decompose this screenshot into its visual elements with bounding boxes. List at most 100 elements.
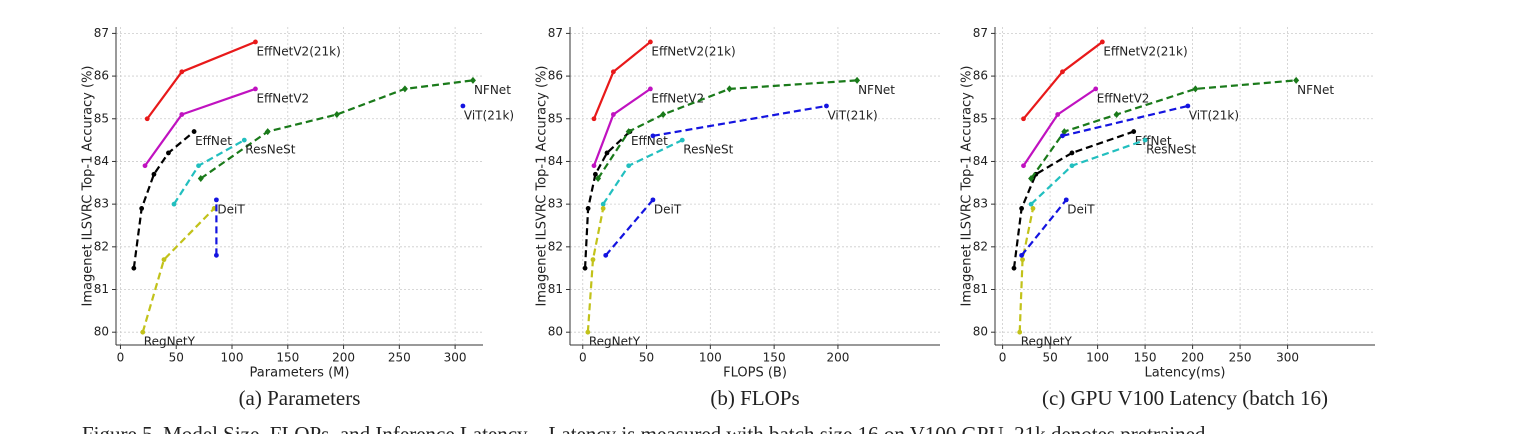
y-tick-label: 86	[548, 69, 563, 83]
marker	[1019, 252, 1024, 258]
series-label: EffNetV2	[1097, 91, 1150, 105]
marker	[1060, 133, 1065, 139]
marker	[585, 329, 591, 335]
marker	[1093, 86, 1099, 92]
marker	[191, 129, 197, 134]
y-tick-label: 80	[548, 325, 563, 339]
y-tick-label: 82	[94, 239, 109, 253]
marker	[604, 150, 610, 156]
marker	[824, 103, 829, 109]
marker	[1099, 39, 1105, 45]
series-label: RegNetY	[144, 335, 196, 349]
series-label: ViT(21k)	[1189, 108, 1239, 122]
marker	[139, 206, 145, 211]
marker	[650, 133, 656, 139]
y-tick-label: 86	[94, 69, 109, 83]
series-label: ViT(21k)	[827, 108, 877, 122]
y-tick-label: 87	[973, 26, 988, 40]
marker	[213, 252, 219, 258]
series-label: NFNet	[858, 83, 895, 97]
marker	[1185, 103, 1191, 109]
x-tick-label: 150	[763, 351, 786, 365]
marker	[179, 69, 185, 75]
series-label: ViT(21k)	[464, 108, 514, 122]
marker	[1063, 197, 1069, 203]
marker	[1017, 329, 1023, 335]
marker	[1030, 206, 1036, 211]
marker	[1293, 76, 1300, 84]
marker	[1028, 201, 1034, 207]
subtitle: (c) GPU V100 Latency (batch 16)	[1042, 386, 1328, 410]
x-tick-label: 150	[276, 351, 299, 365]
marker	[1028, 175, 1035, 183]
marker	[591, 163, 597, 169]
marker	[1055, 112, 1061, 117]
marker	[603, 252, 609, 258]
marker	[196, 163, 201, 169]
marker	[610, 69, 616, 75]
chart: 80 81 82 83 84 85 86 87 0 50 100 150 200 FLOPS (B) Ima…	[535, 26, 940, 410]
x-tick-label: 100	[1086, 351, 1109, 365]
y-tick-label: 81	[548, 282, 563, 296]
marker	[264, 128, 271, 136]
marker	[592, 171, 598, 177]
series-label: EffNetV2(21k)	[651, 44, 735, 58]
x-tick-label: 250	[1229, 351, 1252, 365]
marker	[647, 86, 653, 92]
marker	[171, 201, 177, 207]
x-tick-label: 300	[444, 351, 467, 365]
marker	[460, 103, 466, 109]
marker	[600, 206, 606, 211]
marker	[647, 39, 653, 45]
marker	[253, 86, 258, 92]
series-line	[1030, 139, 1146, 205]
marker	[595, 175, 602, 183]
series-label: EffNetV2	[256, 91, 309, 105]
y-tick-label: 80	[973, 325, 988, 339]
series-label: EffNetV2(21k)	[256, 44, 340, 58]
series-label: NFNet	[474, 83, 511, 97]
marker	[1061, 128, 1068, 136]
y-tick-label: 82	[973, 239, 988, 253]
marker	[660, 111, 667, 119]
marker	[591, 116, 597, 122]
y-tick-label: 87	[94, 26, 109, 40]
y-tick-label: 82	[548, 239, 563, 253]
marker	[1142, 137, 1148, 143]
caption: Figure 5. Model Size, FLOPs, and Inferen…	[82, 422, 1206, 434]
y-tick-label: 84	[548, 154, 563, 168]
marker	[600, 201, 606, 207]
marker	[610, 112, 616, 117]
marker	[241, 137, 247, 143]
marker	[625, 128, 632, 136]
x-axis-label: Latency(ms)	[1145, 366, 1226, 381]
y-tick-label: 85	[548, 111, 563, 125]
series-line	[1012, 130, 1135, 269]
marker	[679, 137, 685, 143]
x-tick-label: 0	[117, 351, 125, 365]
subtitle: (b) FLOPs	[710, 386, 799, 410]
marker	[1192, 85, 1199, 93]
series-label: EffNet	[631, 134, 668, 148]
marker	[1069, 150, 1075, 156]
marker	[144, 116, 150, 122]
series-label: NFNet	[1297, 83, 1334, 97]
y-tick-label: 81	[973, 282, 988, 296]
y-tick-label: 85	[973, 111, 988, 125]
y-tick-label: 84	[973, 154, 988, 168]
marker	[582, 265, 588, 271]
y-tick-label: 83	[548, 197, 563, 211]
series-label: DeiT	[1067, 202, 1095, 216]
series-line	[1022, 87, 1097, 167]
x-tick-label: 300	[1276, 351, 1299, 365]
series-line	[200, 79, 474, 180]
series-line	[602, 139, 683, 205]
series-line	[1022, 41, 1104, 120]
series-line	[1018, 208, 1035, 333]
series-label: EffNet	[1135, 134, 1172, 148]
x-tick-label: 200	[1181, 351, 1204, 365]
x-tick-label: 100	[221, 351, 244, 365]
marker	[401, 85, 408, 93]
series-line	[597, 79, 858, 180]
